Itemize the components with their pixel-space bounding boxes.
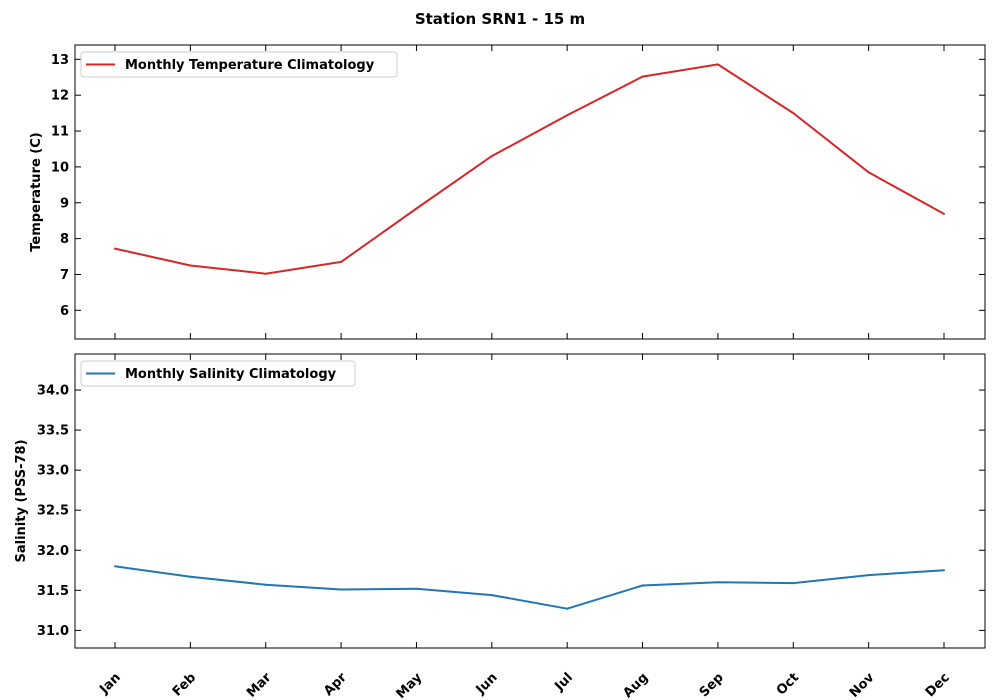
y-axis-label: Salinity (PSS-78) — [14, 439, 29, 562]
data-point — [716, 581, 719, 584]
y-tick-label: 33.0 — [37, 464, 69, 479]
data-point — [189, 264, 192, 267]
chart-panel-1: 6 7 8 9 10 11 12 13 Temperature (C) Monthly Tempe… — [29, 44, 986, 340]
y-tick-label: 31.5 — [37, 584, 69, 599]
data-point — [415, 587, 418, 590]
y-tick-label: 33.5 — [37, 424, 69, 439]
legend-label: Monthly Salinity Climatology — [125, 367, 337, 382]
data-point — [943, 569, 945, 572]
legend-label: Monthly Temperature Climatology — [125, 58, 375, 73]
data-point — [943, 212, 945, 215]
data-point — [415, 207, 418, 210]
legend: Monthly Temperature Climatology — [80, 51, 398, 78]
x-tick-label: Dec — [923, 670, 953, 700]
data-point — [340, 260, 343, 263]
x-tick-label: May — [394, 670, 426, 700]
data-point — [716, 63, 719, 66]
figure-title: Station SRN1 - 15 m — [414, 10, 586, 28]
series-line — [114, 63, 945, 275]
y-tick-label: 6 — [60, 304, 69, 319]
data-point — [641, 584, 644, 587]
data-point — [566, 114, 569, 117]
x-tick-label: Aug — [621, 670, 652, 700]
legend-box — [80, 51, 398, 78]
x-tick-label: Oct — [774, 670, 802, 698]
x-tick-label: Apr — [321, 670, 350, 699]
data-point — [641, 75, 644, 78]
data-point — [264, 272, 267, 275]
y-axis-label: Temperature (C) — [29, 132, 44, 251]
y-tick-label: 32.0 — [37, 544, 69, 559]
y-tick-label: 13 — [51, 53, 69, 68]
x-tick-label: Nov — [847, 670, 878, 700]
y-tick-label: 7 — [60, 268, 69, 283]
axes-frame — [74, 353, 986, 649]
y-tick-label: 10 — [51, 160, 69, 175]
x-tick-label: Jan — [96, 670, 123, 697]
y-tick-label: 31.0 — [37, 624, 69, 639]
x-tick-label: Jun — [473, 670, 501, 698]
data-point — [114, 247, 116, 250]
y-tick-label: 9 — [60, 196, 69, 211]
legend-box — [80, 360, 356, 387]
data-point — [490, 155, 493, 158]
data-point — [867, 171, 870, 174]
series-line — [114, 565, 945, 610]
y-tick-label: 12 — [51, 89, 69, 104]
y-tick-label: 34.0 — [37, 384, 69, 399]
x-tick-label: Feb — [170, 670, 199, 699]
chart-panel-2: 31.0 31.5 32.0 32.5 33.0 33.5 34.0 Jan Feb Mar Apr… — [14, 353, 986, 700]
data-point — [340, 588, 343, 591]
y-tick-label: 32.5 — [37, 504, 69, 519]
x-tick-label: Sep — [697, 670, 727, 700]
data-point — [792, 582, 795, 585]
x-tick-label: Mar — [244, 670, 275, 700]
axes-frame — [74, 44, 986, 340]
y-tick-label: 11 — [51, 125, 69, 140]
data-point — [114, 565, 116, 568]
y-tick-label: 8 — [60, 232, 69, 247]
data-point — [792, 112, 795, 115]
data-point — [264, 583, 267, 586]
data-point — [566, 607, 569, 610]
data-point — [490, 594, 493, 597]
x-tick-label: Jul — [552, 670, 576, 694]
data-point — [867, 574, 870, 577]
data-point — [189, 575, 192, 578]
legend: Monthly Salinity Climatology — [80, 360, 356, 387]
